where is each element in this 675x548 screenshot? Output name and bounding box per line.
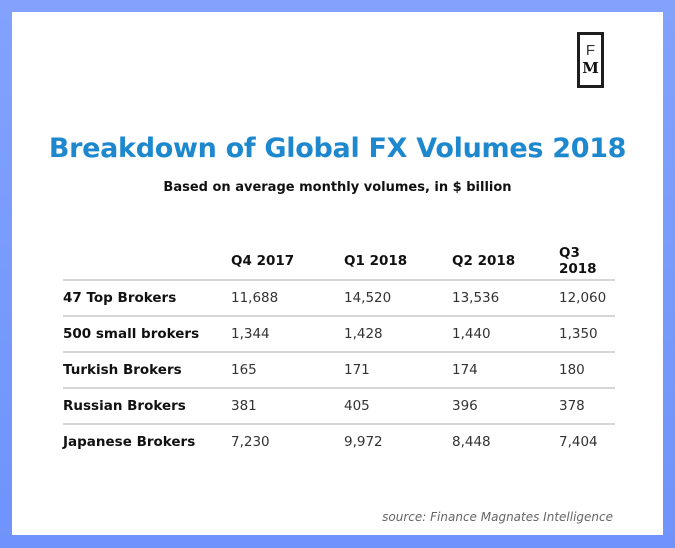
cell-value: 171 bbox=[344, 362, 370, 378]
column-header: Q1 2018 bbox=[344, 253, 408, 269]
cell-value: 9,972 bbox=[344, 434, 383, 450]
logo-letter-m: M bbox=[582, 59, 599, 77]
cell-value: 165 bbox=[231, 362, 257, 378]
cell-value: 405 bbox=[344, 398, 370, 414]
source-note: source: Finance Magnates Intelligence bbox=[382, 510, 613, 524]
cell-value: 1,344 bbox=[231, 326, 270, 342]
table-row: 47 Top Brokers 11,688 14,520 13,536 12,060 bbox=[63, 280, 615, 316]
cell-value: 1,350 bbox=[559, 326, 598, 342]
cell-value: 396 bbox=[452, 398, 478, 414]
cell-value: 174 bbox=[452, 362, 478, 378]
fx-volumes-table: Q4 2017 Q1 2018 Q2 2018 Q3 2018 47 Top B… bbox=[63, 243, 615, 459]
cell-value: 1,440 bbox=[452, 326, 491, 342]
table-row: 500 small brokers 1,344 1,428 1,440 1,350 bbox=[63, 316, 615, 352]
column-header: Q2 2018 bbox=[452, 253, 516, 269]
infographic-card bbox=[12, 12, 663, 535]
logo-letter-f: F bbox=[585, 42, 596, 59]
cell-value: 11,688 bbox=[231, 290, 279, 306]
cell-value: 381 bbox=[231, 398, 257, 414]
row-label: 500 small brokers bbox=[63, 326, 200, 342]
page-title: Breakdown of Global FX Volumes 2018 bbox=[48, 133, 627, 164]
fm-logo: F M bbox=[577, 32, 604, 88]
cell-value: 8,448 bbox=[452, 434, 491, 450]
cell-value: 7,404 bbox=[559, 434, 598, 450]
row-label: Japanese Brokers bbox=[63, 434, 196, 450]
cell-value: 12,060 bbox=[559, 290, 607, 306]
table-row: Turkish Brokers 165 171 174 180 bbox=[63, 352, 615, 388]
cell-value: 13,536 bbox=[452, 290, 500, 306]
cell-value: 7,230 bbox=[231, 434, 270, 450]
row-label: 47 Top Brokers bbox=[63, 290, 177, 306]
cell-value: 1,428 bbox=[344, 326, 383, 342]
column-header: Q3 2018 bbox=[559, 245, 597, 277]
cell-value: 14,520 bbox=[344, 290, 392, 306]
column-header: Q4 2017 bbox=[231, 253, 295, 269]
table-row: Russian Brokers 381 405 396 378 bbox=[63, 388, 615, 424]
cell-value: 378 bbox=[559, 398, 585, 414]
row-label: Russian Brokers bbox=[63, 398, 186, 414]
page-subtitle: Based on average monthly volumes, in $ b… bbox=[163, 180, 512, 195]
cell-value: 180 bbox=[559, 362, 585, 378]
row-label: Turkish Brokers bbox=[63, 362, 182, 378]
table-row: Japanese Brokers 7,230 9,972 8,448 7,404 bbox=[63, 424, 615, 459]
table-header-row: Q4 2017 Q1 2018 Q2 2018 Q3 2018 bbox=[63, 243, 615, 280]
corner-header bbox=[63, 243, 231, 280]
